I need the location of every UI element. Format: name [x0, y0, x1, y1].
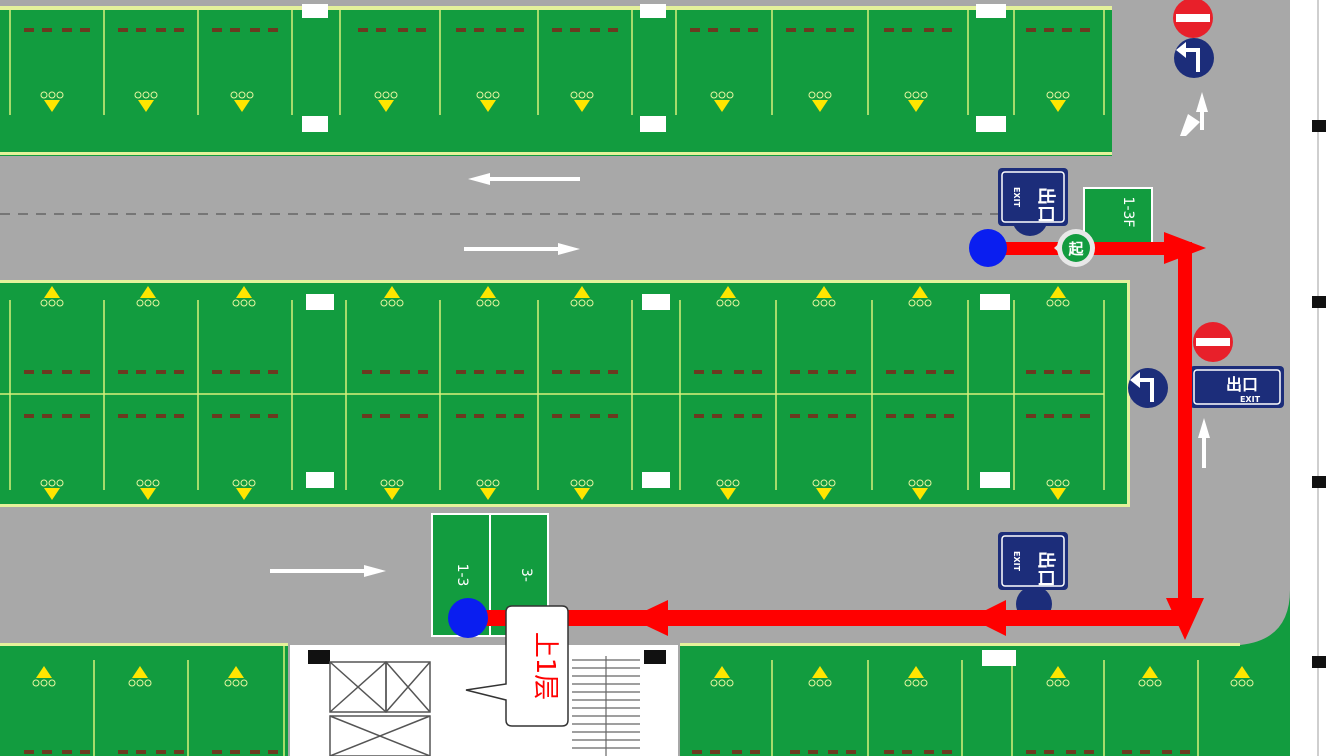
floor-callout: 上1层	[465, 605, 569, 727]
parking-block-top	[0, 4, 1112, 156]
zone-sign-bottom-a: 1-3	[454, 564, 470, 587]
route-end-point	[448, 598, 488, 638]
floor-callout-text: 上1层	[530, 632, 560, 701]
exit-sign-icon: 出口 EXIT	[1190, 366, 1284, 408]
parking-block-bottom-right	[680, 590, 1290, 756]
exit-sign-en: EXIT	[1012, 551, 1021, 572]
exit-sign-icon: 出口 EXIT	[998, 532, 1068, 590]
zone-sign-top: 1-3F	[1083, 187, 1153, 245]
route-start-point	[969, 229, 1007, 267]
parking-block-middle	[0, 280, 1130, 507]
stair-elevator-core	[290, 645, 678, 756]
turn-arrow-icon	[1174, 38, 1214, 78]
exit-sign-cn: 出口	[1226, 375, 1258, 394]
column-markers	[1312, 120, 1326, 668]
no-entry-icon	[1193, 322, 1233, 362]
parking-block-bottom-right-stalls	[680, 643, 1254, 756]
exit-sign-cn: 出口	[1035, 187, 1057, 223]
no-entry-icon	[1173, 0, 1213, 38]
exit-sign-en: EXIT	[1240, 395, 1261, 404]
start-marker-text: 起	[1067, 240, 1084, 258]
stairs-icon	[572, 656, 640, 756]
zone-sign-top-text: 1-3F	[1120, 197, 1136, 228]
elevator-icon	[329, 661, 431, 756]
exit-sign-en: EXIT	[1012, 187, 1021, 208]
road-arrows	[270, 92, 1210, 577]
exit-sign-icon: 出口 EXIT	[998, 168, 1068, 226]
turn-arrow-icon	[1128, 368, 1168, 408]
zone-sign-bottom-b: 3-	[518, 568, 534, 582]
exit-sign-cn: 出口	[1035, 551, 1057, 587]
parking-block-bottom-left	[0, 643, 288, 756]
start-pin-icon: 起	[1054, 229, 1095, 267]
